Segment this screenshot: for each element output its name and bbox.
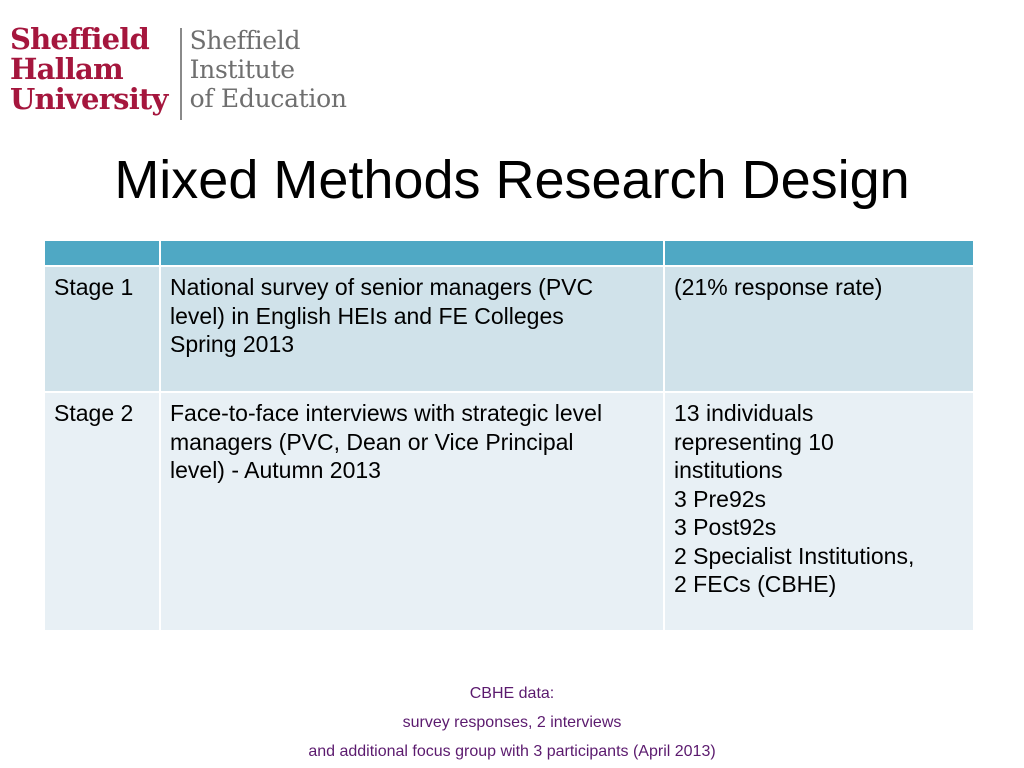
result-line: 2 FECs (CBHE) xyxy=(674,571,837,597)
footer-note: CBHE data: survey responses, 2 interview… xyxy=(0,679,1024,766)
result-cell: 13 individuals representing 10 instituti… xyxy=(663,391,975,632)
stage-label: Stage 1 xyxy=(54,274,134,300)
table-header-cell xyxy=(159,239,665,267)
description-cell: Face-to-face interviews with strategic l… xyxy=(159,391,665,632)
result-line: (21% response rate) xyxy=(674,274,883,300)
university-logo: Sheffield Hallam University Sheffield In… xyxy=(10,24,347,128)
table-row: Stage 2 Face-to-face interviews with str… xyxy=(43,391,975,632)
result-line: representing 10 xyxy=(674,428,834,455)
footer-line: survey responses, 2 interviews xyxy=(402,714,622,731)
logo-line: University xyxy=(10,82,168,116)
research-design-table: Stage 1 National survey of senior manage… xyxy=(43,239,975,632)
table-header-cell xyxy=(663,239,975,267)
table-row: Stage 1 National survey of senior manage… xyxy=(43,265,975,393)
logo-divider xyxy=(179,28,182,120)
slide-title: Mixed Methods Research Design xyxy=(114,150,910,210)
footer-line: and additional focus group with 3 partic… xyxy=(308,743,716,760)
result-line: institutions xyxy=(674,457,783,483)
footer-line: CBHE data: xyxy=(469,685,555,702)
stage-cell: Stage 1 xyxy=(43,265,161,393)
result-cell: (21% response rate) xyxy=(663,265,975,393)
logo-line: Sheffield xyxy=(10,22,150,56)
description-cell: National survey of senior managers (PVC … xyxy=(159,265,665,393)
logo-line: Hallam xyxy=(10,52,124,86)
result-line: 3 Post92s xyxy=(674,514,777,540)
description-line: National survey of senior managers (PVC xyxy=(170,274,594,300)
result-line: 13 individuals xyxy=(674,400,814,426)
logo-line: Institute xyxy=(189,55,295,84)
description-line: level) in English HEIs and FE Colleges xyxy=(170,302,564,329)
result-line: 2 Specialist Institutions, xyxy=(674,542,915,569)
description-line: level) - Autumn 2013 xyxy=(170,457,381,483)
stage-label: Stage 2 xyxy=(54,400,134,426)
logo-line: Sheffield xyxy=(189,26,301,55)
institute-wordmark: Sheffield Institute of Education xyxy=(190,26,347,113)
result-line: 3 Pre92s xyxy=(674,485,767,512)
table-header-row xyxy=(43,239,975,267)
sheffield-hallam-wordmark: Sheffield Hallam University xyxy=(10,24,168,114)
description-line: managers (PVC, Dean or Vice Principal xyxy=(170,428,574,455)
description-line: Spring 2013 xyxy=(170,331,295,357)
description-line: Face-to-face interviews with strategic l… xyxy=(170,400,603,426)
logo-line: of Education xyxy=(189,84,347,113)
stage-cell: Stage 2 xyxy=(43,391,161,632)
table-header-cell xyxy=(43,239,161,267)
